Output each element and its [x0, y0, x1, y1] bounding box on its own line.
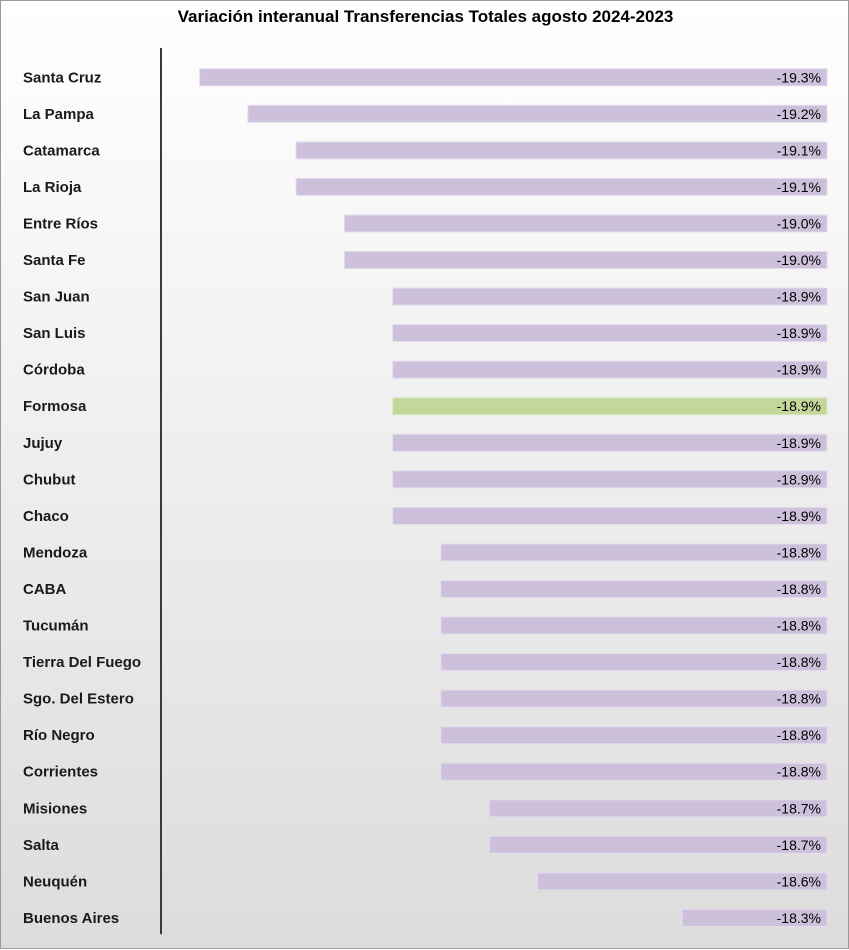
data-label-6: -18.9% — [777, 289, 821, 305]
category-label-22: Neuquén — [23, 873, 87, 890]
category-label-0: Santa Cruz — [23, 69, 101, 86]
category-label-5: Santa Fe — [23, 252, 86, 269]
category-label-6: San Juan — [23, 289, 90, 306]
category-label-18: Río Negro — [23, 727, 95, 744]
data-label-22: -18.6% — [777, 873, 821, 889]
data-label-2: -19.1% — [777, 142, 821, 158]
data-label-0: -19.3% — [777, 69, 821, 85]
data-label-15: -18.8% — [777, 618, 821, 634]
category-label-16: Tierra Del Fuego — [23, 654, 141, 671]
data-label-17: -18.8% — [777, 691, 821, 707]
category-label-17: Sgo. Del Estero — [23, 691, 134, 708]
category-label-10: Jujuy — [23, 435, 63, 452]
category-label-20: Misiones — [23, 800, 87, 817]
data-label-9: -18.9% — [777, 398, 821, 414]
data-label-12: -18.9% — [777, 508, 821, 524]
category-label-7: San Luis — [23, 325, 86, 342]
data-label-23: -18.3% — [777, 910, 821, 926]
bar-21 — [488, 835, 828, 854]
bar-17 — [440, 689, 828, 708]
data-label-11: -18.9% — [777, 471, 821, 487]
data-label-3: -19.1% — [777, 179, 821, 195]
data-label-8: -18.9% — [777, 362, 821, 378]
category-label-14: CABA — [23, 581, 66, 598]
bar-9 — [392, 397, 828, 416]
data-label-16: -18.8% — [777, 654, 821, 670]
data-label-1: -19.2% — [777, 106, 821, 122]
bar-11 — [392, 470, 828, 489]
category-label-1: La Pampa — [23, 106, 95, 123]
bar-22 — [536, 872, 828, 891]
data-label-5: -19.0% — [777, 252, 821, 268]
data-label-20: -18.7% — [777, 800, 821, 816]
labels-layer: Santa Cruz -19.3% La Pampa -19.2% Catamarca -… — [23, 69, 821, 927]
data-label-7: -18.9% — [777, 325, 821, 341]
bar-13 — [440, 543, 828, 562]
bar-6 — [392, 287, 828, 306]
bars-layer — [199, 68, 828, 927]
category-label-15: Tucumán — [23, 618, 89, 635]
data-label-21: -18.7% — [777, 837, 821, 853]
category-label-8: Córdoba — [23, 362, 85, 379]
category-label-9: Formosa — [23, 398, 87, 415]
category-label-2: Catamarca — [23, 142, 100, 159]
bar-1 — [247, 104, 828, 123]
category-label-19: Corrientes — [23, 764, 98, 781]
bar-10 — [392, 433, 828, 452]
category-label-21: Salta — [23, 837, 60, 854]
data-label-4: -19.0% — [777, 216, 821, 232]
bar-14 — [440, 580, 828, 598]
category-label-11: Chubut — [23, 471, 75, 488]
category-label-13: Mendoza — [23, 544, 88, 561]
bar-2 — [295, 141, 828, 160]
chart-title: Variación interanual Transferencias Tota… — [177, 7, 674, 26]
category-label-4: Entre Ríos — [23, 216, 98, 233]
bar-4 — [343, 214, 828, 233]
bar-3 — [295, 177, 828, 196]
bar-23 — [681, 908, 828, 927]
bar-5 — [343, 251, 828, 269]
data-label-13: -18.8% — [777, 544, 821, 560]
bar-12 — [392, 506, 828, 525]
bar-18 — [440, 726, 828, 745]
data-label-19: -18.8% — [777, 764, 821, 780]
bar-16 — [440, 653, 828, 672]
data-label-10: -18.9% — [777, 435, 821, 451]
data-label-14: -18.8% — [777, 581, 821, 597]
category-label-23: Buenos Aires — [23, 910, 119, 927]
bar-8 — [392, 360, 828, 379]
bar-20 — [488, 799, 828, 818]
bar-19 — [440, 762, 828, 781]
data-label-18: -18.8% — [777, 727, 821, 743]
category-label-3: La Rioja — [23, 179, 82, 196]
category-label-12: Chaco — [23, 508, 69, 525]
bar-0 — [199, 68, 828, 87]
bar-15 — [440, 616, 828, 635]
bar-7 — [392, 324, 828, 343]
